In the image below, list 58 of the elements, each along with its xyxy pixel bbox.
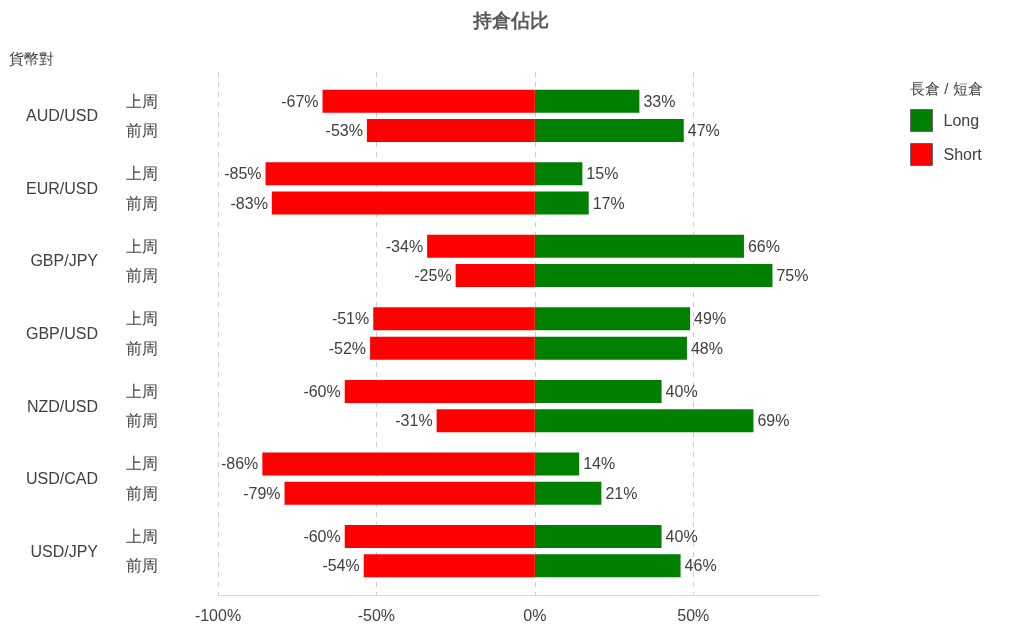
y-tick-label: 前周	[126, 122, 158, 139]
data-label: 75%	[776, 267, 809, 285]
y-tick-label: 上周	[126, 237, 158, 255]
data-label: 46%	[684, 557, 717, 575]
y-tick-label: 前周	[126, 194, 158, 212]
legend-label: Long	[943, 112, 980, 129]
x-tick-label: 0%	[523, 606, 547, 624]
legend-label: Short	[943, 146, 983, 163]
text: NZD/USD	[26, 397, 98, 415]
chart-title: 持倉佔比	[471, 10, 549, 31]
data-label: -34%	[385, 237, 424, 255]
data-label: -25%	[414, 267, 452, 285]
legend-title: 長倉 / 短倉	[910, 80, 983, 97]
data-label: 40%	[665, 528, 698, 545]
data-label: -54%	[322, 557, 360, 575]
data-label: 21%	[605, 484, 638, 502]
y-tick-label: 上周	[126, 165, 158, 183]
data-label: 47%	[687, 122, 720, 139]
data-label: 69%	[757, 412, 790, 430]
y-tick-label: 上周	[126, 528, 158, 545]
x-tick-label: 50%	[677, 606, 710, 624]
data-label: -60%	[303, 528, 341, 545]
text: GBP/JPY	[30, 252, 99, 270]
data-label: 49%	[694, 310, 727, 328]
text: EUR/USD	[25, 179, 98, 197]
y-axis-title: 貨幣對	[9, 50, 54, 67]
x-tick-label: -50%	[357, 606, 396, 624]
y-tick-label: 前周	[126, 339, 158, 357]
text: AUD/USD	[25, 107, 98, 125]
x-tick-label: -100%	[194, 606, 242, 624]
data-label: 14%	[583, 455, 616, 473]
data-label: -67%	[281, 92, 319, 110]
y-tick-label: 上周	[126, 455, 158, 473]
data-label: -51%	[331, 310, 370, 328]
data-label: 17%	[592, 194, 625, 212]
data-label: -79%	[243, 484, 281, 502]
y-tick-label: 前周	[126, 267, 158, 285]
data-label: -60%	[303, 382, 341, 400]
data-label: -53%	[325, 122, 363, 139]
data-label: -31%	[395, 412, 433, 430]
y-tick-label: 上周	[126, 382, 158, 400]
data-label: 40%	[665, 382, 698, 400]
text: USD/CAD	[25, 470, 98, 488]
data-label: -83%	[230, 194, 268, 212]
text: GBP/USD	[25, 325, 98, 342]
y-tick-label: 上周	[126, 310, 158, 328]
data-label: -52%	[328, 339, 367, 357]
data-label: 66%	[747, 237, 780, 255]
y-tick-label: 前周	[126, 412, 158, 430]
y-tick-label: 前周	[126, 557, 158, 575]
y-tick-label: 上周	[126, 92, 158, 110]
data-label: -86%	[221, 455, 259, 473]
y-tick-label: 前周	[126, 484, 158, 502]
data-label: 33%	[643, 92, 676, 110]
text: USD/JPY	[30, 542, 99, 560]
data-label: 15%	[586, 165, 619, 183]
data-label: 48%	[690, 339, 723, 357]
data-label: -85%	[224, 165, 262, 183]
